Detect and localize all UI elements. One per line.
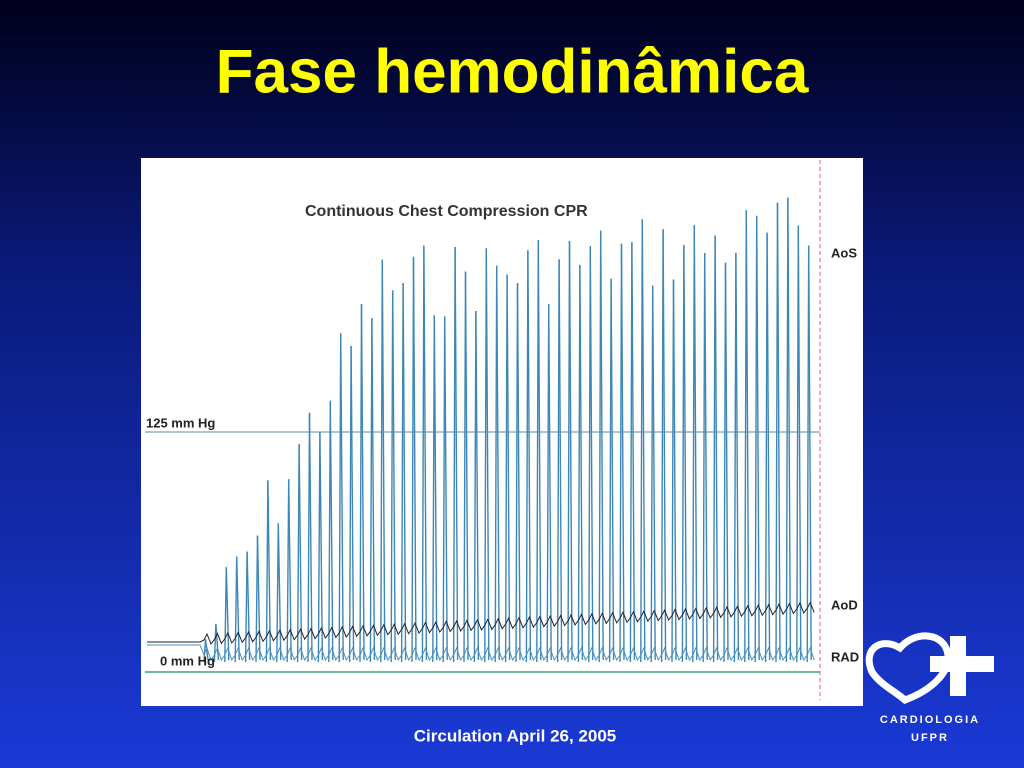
waveform-spike: [641, 219, 646, 661]
logo-sub: UFPR: [911, 732, 949, 744]
waveform-spike: [745, 210, 750, 661]
waveform-spike: [256, 535, 261, 661]
waveform-spike: [225, 567, 230, 661]
waveform-spike: [631, 242, 636, 661]
waveform-spike: [766, 232, 771, 661]
waveform-spike: [485, 248, 490, 661]
waveform-spike: [402, 283, 407, 661]
waveform-spike: [548, 303, 552, 661]
waveform-spike: [683, 245, 688, 661]
waveform-spike: [652, 285, 656, 661]
waveform-spike: [475, 311, 480, 661]
waveform-spike: [693, 224, 698, 661]
waveform-spike: [797, 225, 802, 661]
waveform-spike: [537, 240, 542, 661]
waveform-spike: [350, 346, 355, 661]
waveform-spike: [267, 480, 272, 661]
reference-label: 125 mm Hg: [146, 415, 215, 430]
waveform-spike: [236, 556, 240, 661]
waveform-spike: [735, 252, 740, 661]
waveform-spike: [215, 623, 220, 661]
waveform-spike: [506, 274, 511, 661]
waveform-spike: [714, 235, 719, 661]
waveform-spike: [808, 245, 812, 661]
waveform-spike: [412, 256, 417, 661]
waveform-spike: [516, 282, 521, 661]
waveform-spike: [298, 443, 303, 661]
waveform-spike: [444, 316, 448, 661]
logo-name: CARDIOLOGIA: [880, 714, 980, 726]
waveform-spike: [527, 250, 532, 661]
waveform-spike: [203, 639, 207, 663]
trace-label: AoD: [831, 597, 858, 612]
waveform-spike: [787, 197, 792, 661]
waveform-spike: [724, 262, 729, 661]
waveform-spike: [381, 259, 386, 661]
waveform-spike: [610, 278, 615, 661]
waveform-spike: [329, 400, 334, 661]
logo-heart: [865, 632, 952, 704]
trace-label: RAD: [831, 649, 859, 664]
waveform-spike: [392, 290, 396, 661]
waveform-spike: [454, 247, 459, 661]
waveform-spike: [340, 333, 344, 661]
waveform-spike: [568, 241, 573, 661]
waveform-spike: [423, 245, 428, 661]
trace-label: AoS: [831, 245, 857, 260]
logo: CARDIOLOGIA UFPR: [865, 632, 994, 744]
waveform-spike: [433, 315, 438, 661]
logo-cross: [930, 656, 994, 672]
waveform-spike: [308, 412, 313, 661]
waveform-spike: [620, 243, 625, 661]
waveform-spike: [464, 271, 469, 661]
waveform-line: [147, 644, 815, 662]
waveform-spike: [496, 265, 500, 661]
waveform-line: [147, 601, 815, 646]
waveform-spike: [662, 229, 667, 661]
waveform-spike: [600, 230, 604, 661]
waveform-spike: [704, 252, 708, 661]
figure-title: Continuous Chest Compression CPR: [305, 203, 588, 220]
waveform-spike: [756, 215, 760, 661]
waveform-spike: [371, 317, 376, 661]
waveform-spike: [776, 202, 781, 661]
waveform-spike: [579, 264, 584, 661]
caption: Circulation April 26, 2005: [414, 726, 617, 745]
waveform-spike: [589, 246, 594, 661]
pressure-trace: [147, 197, 815, 663]
slide-title: Fase hemodinâmica: [216, 37, 809, 106]
waveform-spike: [319, 431, 324, 661]
waveform-spike: [360, 303, 365, 661]
waveform-spike: [246, 551, 251, 661]
waveform-spike: [672, 279, 677, 661]
reference-label: 0 mm Hg: [160, 653, 215, 668]
waveform-spike: [558, 259, 563, 661]
waveform-spike: [277, 523, 282, 661]
